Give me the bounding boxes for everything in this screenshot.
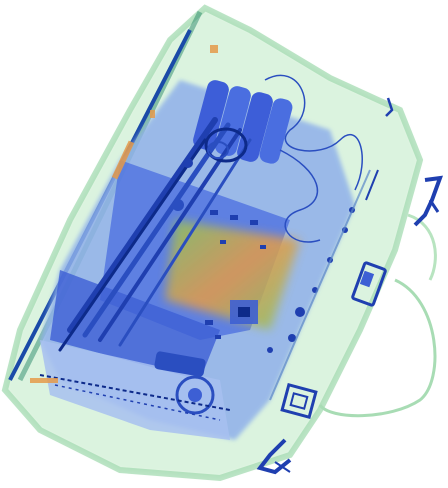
board-components (172, 158, 355, 353)
edge-glints (30, 45, 218, 383)
zipper-pulls (256, 97, 444, 475)
cables (58, 117, 252, 352)
bottom-hardware (39, 351, 231, 421)
strap-loop (318, 213, 437, 418)
bag-right-frame (269, 169, 371, 401)
wires (204, 74, 363, 243)
